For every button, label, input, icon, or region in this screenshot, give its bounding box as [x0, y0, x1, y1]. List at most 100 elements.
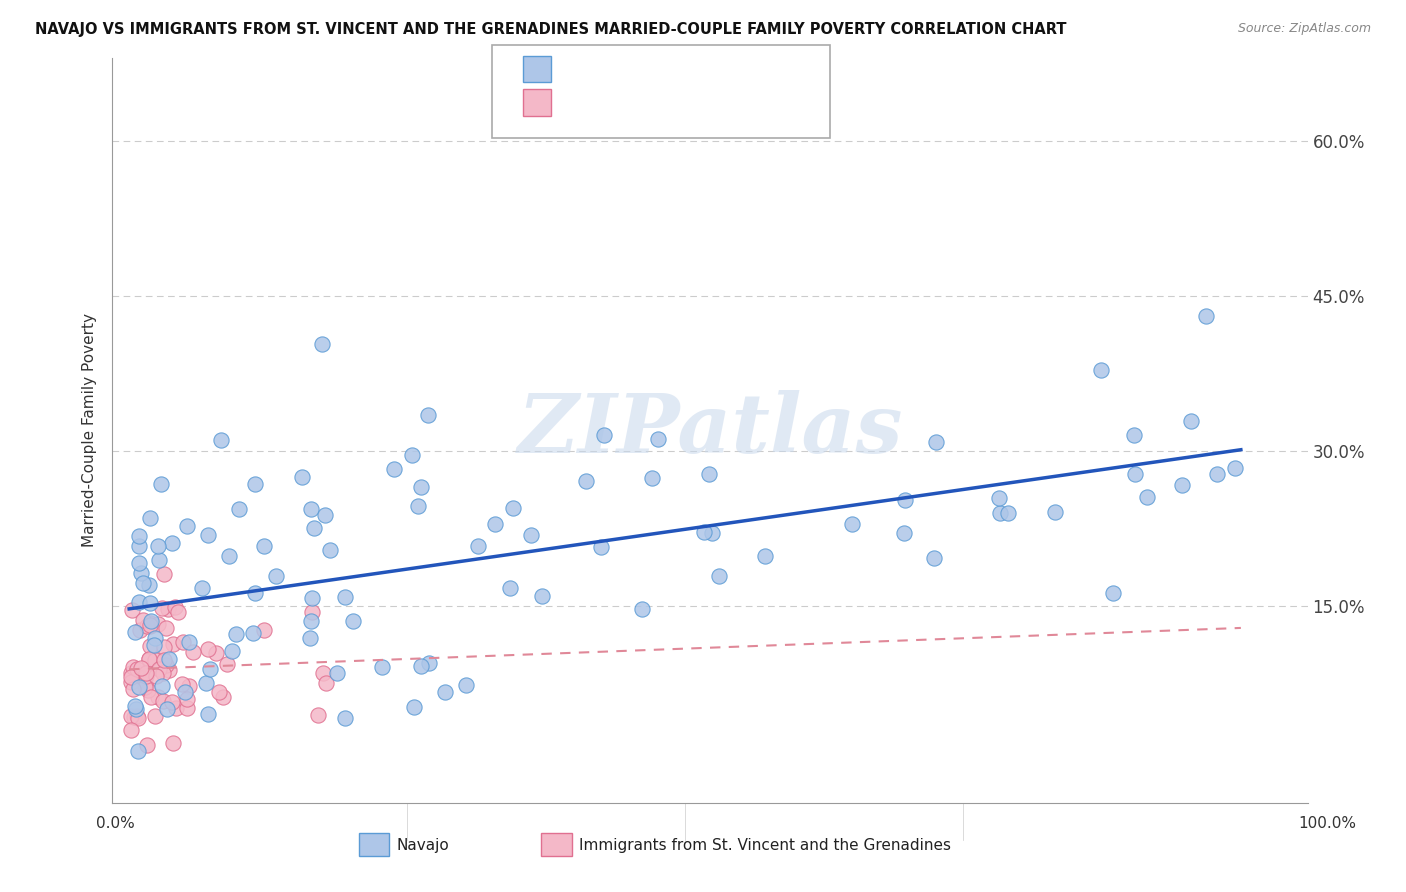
Point	[139, 596, 162, 610]
Point	[406, 500, 429, 514]
Text: Immigrants from St. Vincent and the Grenadines: Immigrants from St. Vincent and the Gren…	[579, 838, 952, 853]
Point	[925, 435, 948, 450]
Point	[120, 665, 142, 680]
Point	[1223, 461, 1246, 475]
Point	[148, 553, 170, 567]
Point	[153, 567, 176, 582]
Point	[212, 690, 235, 705]
Point	[162, 736, 184, 750]
Point	[128, 529, 150, 543]
Point	[152, 601, 174, 615]
Point	[153, 640, 176, 655]
Point	[211, 434, 233, 448]
Point	[143, 638, 166, 652]
Point	[134, 680, 156, 694]
Point	[198, 662, 221, 676]
Point	[304, 521, 326, 535]
Point	[157, 602, 180, 616]
Point	[128, 624, 150, 638]
Point	[157, 651, 180, 665]
Point	[531, 589, 554, 603]
Point	[167, 605, 190, 619]
Point	[700, 526, 723, 541]
Point	[312, 666, 335, 681]
Point	[120, 670, 142, 684]
Point	[143, 709, 166, 723]
Point	[434, 685, 457, 699]
Point	[139, 619, 162, 633]
Point	[157, 663, 180, 677]
Point	[1101, 586, 1123, 600]
Point	[371, 659, 394, 673]
Point	[243, 586, 266, 600]
Point	[841, 517, 863, 532]
Point	[311, 337, 333, 351]
Point	[177, 679, 200, 693]
Point	[176, 691, 198, 706]
Point	[418, 656, 440, 670]
Point	[1136, 490, 1159, 504]
Point	[218, 549, 240, 563]
Point	[574, 474, 596, 488]
Point	[299, 631, 322, 645]
Point	[217, 657, 239, 671]
Point	[176, 701, 198, 715]
Point	[176, 519, 198, 533]
Point	[149, 477, 172, 491]
Point	[148, 617, 170, 632]
Point	[177, 634, 200, 648]
Point	[160, 535, 183, 549]
Point	[132, 613, 155, 627]
Point	[122, 710, 145, 724]
Point	[997, 506, 1019, 520]
Point	[299, 502, 322, 516]
Point	[401, 448, 423, 462]
Point	[253, 539, 276, 553]
Point	[243, 477, 266, 491]
Text: R = 0.049   N =  69: R = 0.049 N = 69	[562, 95, 720, 110]
Text: R = 0.482  N = 102: R = 0.482 N = 102	[562, 62, 720, 77]
Point	[1123, 467, 1146, 482]
Point	[145, 668, 167, 682]
Point	[190, 581, 212, 595]
Point	[988, 491, 1011, 505]
Point	[128, 539, 150, 553]
Point	[301, 591, 323, 605]
Point	[228, 502, 250, 516]
Point	[242, 625, 264, 640]
Point	[138, 578, 160, 592]
Point	[139, 639, 162, 653]
Point	[162, 637, 184, 651]
Point	[146, 690, 169, 704]
Point	[333, 590, 356, 604]
Point	[484, 516, 506, 531]
Point	[697, 467, 720, 481]
Point	[894, 492, 917, 507]
Point	[253, 624, 276, 638]
Point	[173, 685, 195, 699]
Text: 0.0%: 0.0%	[96, 816, 135, 830]
Point	[181, 645, 204, 659]
Point	[131, 566, 153, 581]
Point	[418, 408, 440, 422]
Point	[1090, 363, 1112, 377]
Point	[1171, 478, 1194, 492]
Point	[1205, 467, 1227, 481]
Point	[382, 462, 405, 476]
Point	[155, 621, 177, 635]
Point	[135, 618, 157, 632]
Point	[197, 528, 219, 542]
Point	[139, 614, 162, 628]
Point	[197, 707, 219, 722]
Point	[173, 635, 195, 649]
Point	[136, 683, 159, 698]
Point	[301, 605, 323, 619]
Point	[197, 641, 219, 656]
Point	[409, 480, 432, 494]
Text: 100.0%: 100.0%	[1299, 816, 1357, 830]
Point	[172, 676, 194, 690]
Text: Navajo: Navajo	[396, 838, 450, 853]
Point	[409, 659, 432, 673]
Point	[122, 660, 145, 674]
Point	[125, 662, 148, 676]
